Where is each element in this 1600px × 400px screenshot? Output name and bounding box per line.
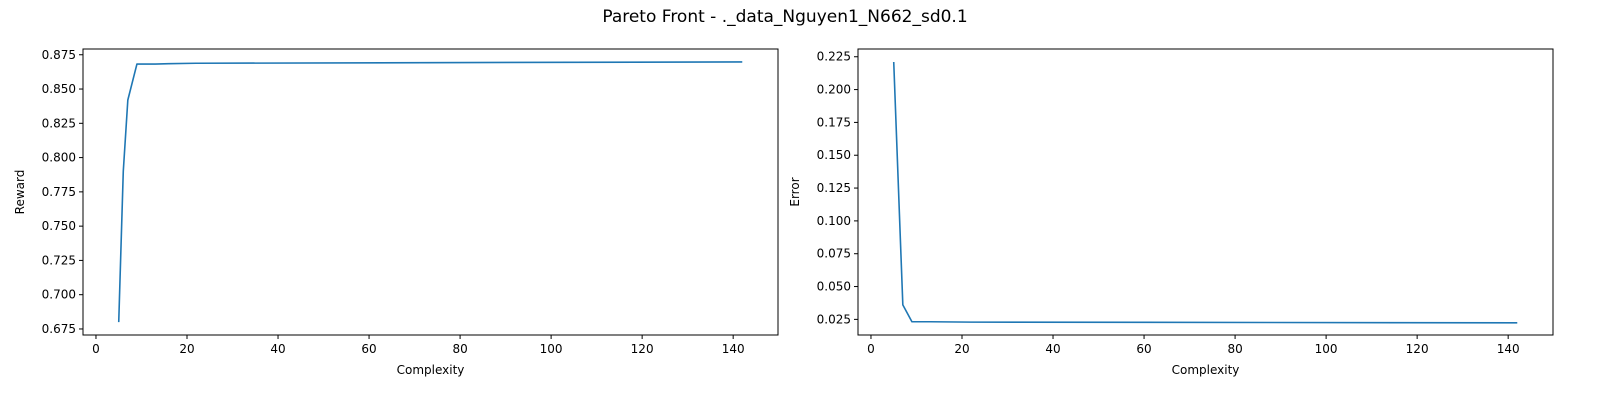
reward-x-tick-label: 20 xyxy=(179,342,194,356)
error-x-axis-label: Complexity xyxy=(1172,363,1240,377)
reward-y-tick-label: 0.850 xyxy=(42,82,76,96)
error-y-tick-label: 0.150 xyxy=(817,148,851,162)
reward-y-tick-label: 0.750 xyxy=(42,219,76,233)
reward-y-tick-label: 0.875 xyxy=(42,48,76,62)
error-y-tick-label: 0.100 xyxy=(817,214,851,228)
reward-x-tick-label: 40 xyxy=(270,342,285,356)
reward-x-axis-label: Complexity xyxy=(397,363,465,377)
error-y-tick-label: 0.025 xyxy=(817,312,851,326)
error-series-line xyxy=(892,61,1518,324)
reward-y-axis-label: Reward xyxy=(13,170,27,215)
subplots: 0 20 40 60 80 100 120 140 0.675 0.700 0.725 0.750 0.… xyxy=(13,48,1554,377)
reward-x-tick-label: 120 xyxy=(631,342,654,356)
reward-y-tick-label: 0.725 xyxy=(42,253,76,267)
error-x-tick-label: 80 xyxy=(1227,342,1242,356)
error-x-tick-label: 40 xyxy=(1045,342,1060,356)
subplot-error: 0 20 40 60 80 100 120 140 0.025 0.050 0.075 0.100 0.… xyxy=(788,48,1554,377)
error-x-tick-label: 0 xyxy=(867,342,875,356)
reward-x-tick-label: 100 xyxy=(540,342,563,356)
error-x-tick-label: 120 xyxy=(1406,342,1429,356)
error-y-tick-label: 0.050 xyxy=(817,280,851,294)
error-y-tick-label: 0.075 xyxy=(817,247,851,261)
error-y-tick-label: 0.225 xyxy=(817,50,851,64)
error-y-tick-label: 0.200 xyxy=(817,83,851,97)
error-y-tick-label: 0.175 xyxy=(817,115,851,129)
reward-x-tick-label: 80 xyxy=(452,342,467,356)
error-x-tick-label: 20 xyxy=(954,342,969,356)
reward-y-tick-label: 0.775 xyxy=(42,185,76,199)
reward-x-tick-label: 0 xyxy=(92,342,100,356)
reward-y-tick-label: 0.825 xyxy=(42,116,76,130)
subplot-reward: 0 20 40 60 80 100 120 140 0.675 0.700 0.725 0.750 0.… xyxy=(13,48,779,377)
reward-y-tick-label: 0.675 xyxy=(42,322,76,336)
figure-title: Pareto Front - ._data_Nguyen1_N662_sd0.1 xyxy=(602,7,967,27)
error-x-tick-label: 100 xyxy=(1315,342,1338,356)
error-x-tick-label: 140 xyxy=(1497,342,1520,356)
error-x-tick-label: 60 xyxy=(1136,342,1151,356)
error-axes-frame xyxy=(857,48,1554,336)
error-y-tick-label: 0.125 xyxy=(817,181,851,195)
reward-y-tick-label: 0.800 xyxy=(42,151,76,165)
reward-series-line xyxy=(117,61,743,323)
reward-x-tick-label: 60 xyxy=(361,342,376,356)
reward-y-tick-label: 0.700 xyxy=(42,288,76,302)
error-y-axis-label: Error xyxy=(788,177,802,206)
reward-x-tick-label: 140 xyxy=(722,342,745,356)
